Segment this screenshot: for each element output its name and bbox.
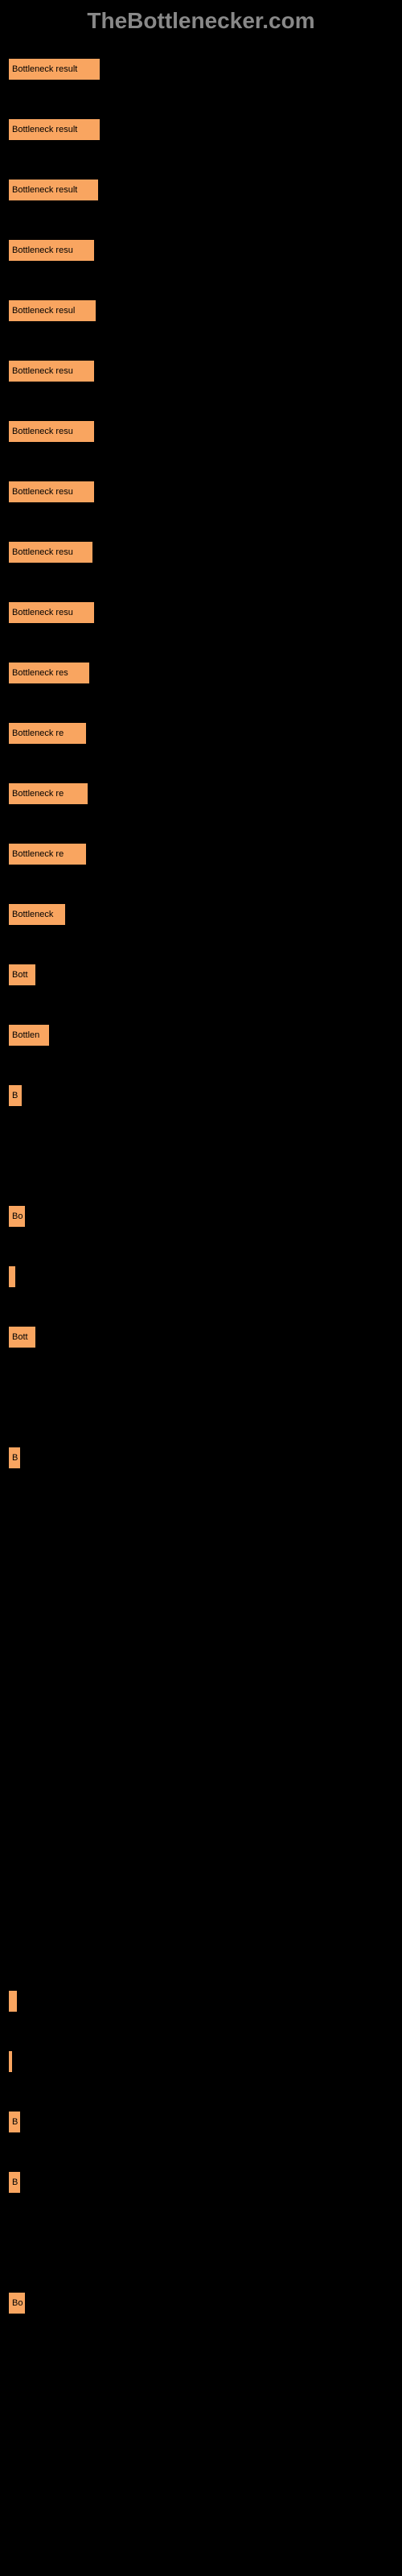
bar-row xyxy=(8,2231,394,2256)
bar-row: Bottleneck re xyxy=(8,722,394,746)
bar-row: Bottleneck re xyxy=(8,782,394,807)
bar-row: Bottlen xyxy=(8,1024,394,1048)
bar-label: Bo xyxy=(12,1212,23,1221)
bar-row: Bottleneck xyxy=(8,903,394,927)
bar-label: Bottleneck resu xyxy=(12,608,73,617)
chart-bar: Bottleneck resu xyxy=(8,601,95,624)
bar-row xyxy=(8,1990,394,2014)
bar-label: B xyxy=(12,2117,18,2127)
chart-bar xyxy=(8,1265,16,1288)
bar-label: Bottleneck resu xyxy=(12,246,73,255)
chart-bar: Bottleneck resu xyxy=(8,420,95,443)
chart-bar: Bottleneck resu xyxy=(8,239,95,262)
bar-label: Bott xyxy=(12,1332,28,1342)
bar-row xyxy=(8,1809,394,1833)
bar-row: Bottleneck resu xyxy=(8,420,394,444)
chart-bar: B xyxy=(8,2171,21,2194)
bar-row: Bottleneck result xyxy=(8,58,394,82)
bar-label: Bottleneck resu xyxy=(12,366,73,376)
bar-row: Bottleneck resu xyxy=(8,360,394,384)
site-header: TheBottlenecker.com xyxy=(0,0,402,42)
bar-row: Bottleneck re xyxy=(8,843,394,867)
chart-bar: Bott xyxy=(8,1326,36,1348)
bar-row: Bott xyxy=(8,964,394,988)
bar-row xyxy=(8,1748,394,1773)
bar-row xyxy=(8,1688,394,1712)
chart-bar xyxy=(8,2050,13,2073)
bar-label: Bottleneck re xyxy=(12,789,64,799)
bar-row xyxy=(8,1386,394,1410)
bar-chart: Bottleneck result Bottleneck result Bottle… xyxy=(0,42,402,2368)
bar-label: Bottleneck result xyxy=(12,64,77,74)
bar-label: B xyxy=(12,1453,18,1463)
bar-row: B xyxy=(8,1447,394,1471)
bar-label: Bott xyxy=(12,970,28,980)
chart-bar: Bottleneck result xyxy=(8,179,99,201)
bar-row xyxy=(8,1265,394,1290)
bar-row: Bottleneck res xyxy=(8,662,394,686)
chart-bar: Bottleneck re xyxy=(8,843,87,865)
bar-label: Bottleneck re xyxy=(12,849,64,859)
bar-row xyxy=(8,1869,394,1893)
bar-label: Bo xyxy=(12,2298,23,2308)
chart-bar: B xyxy=(8,1447,21,1469)
bar-label: Bottleneck resu xyxy=(12,547,73,557)
bar-row xyxy=(8,1507,394,1531)
bar-row: B xyxy=(8,1084,394,1108)
bar-row: Bottleneck result xyxy=(8,118,394,142)
bar-row xyxy=(8,1567,394,1591)
chart-bar: Bottleneck res xyxy=(8,662,90,684)
chart-bar: Bottleneck resu xyxy=(8,481,95,503)
bar-label: Bottleneck re xyxy=(12,729,64,738)
bar-row: Bottleneck resu xyxy=(8,239,394,263)
bar-row xyxy=(8,1145,394,1169)
chart-bar: Bottleneck re xyxy=(8,722,87,745)
bar-row: B xyxy=(8,2171,394,2195)
chart-bar: Bottleneck xyxy=(8,903,66,926)
bar-row: Bottleneck resul xyxy=(8,299,394,324)
bar-row: Bott xyxy=(8,1326,394,1350)
chart-bar: Bott xyxy=(8,964,36,986)
chart-bar: Bottleneck re xyxy=(8,782,88,805)
bar-label: B xyxy=(12,1091,18,1100)
bar-row xyxy=(8,1930,394,1954)
chart-bar: B xyxy=(8,1084,23,1107)
chart-bar: Bottleneck result xyxy=(8,58,100,80)
bar-row: Bottleneck resu xyxy=(8,541,394,565)
bar-row: Bo xyxy=(8,1205,394,1229)
bar-row: Bottleneck resu xyxy=(8,601,394,625)
bar-label: Bottleneck result xyxy=(12,125,77,134)
bar-label: Bottleneck resu xyxy=(12,427,73,436)
bar-row xyxy=(8,1628,394,1652)
chart-bar: Bo xyxy=(8,2292,26,2314)
bar-label: Bottleneck resu xyxy=(12,487,73,497)
chart-bar: Bottleneck resu xyxy=(8,360,95,382)
chart-bar: Bottleneck result xyxy=(8,118,100,141)
chart-bar: Bottlen xyxy=(8,1024,50,1046)
chart-bar: Bottleneck resul xyxy=(8,299,96,322)
bar-row: B xyxy=(8,2111,394,2135)
chart-bar: B xyxy=(8,2111,21,2133)
chart-bar xyxy=(8,1990,18,2013)
bar-row: Bottleneck resu xyxy=(8,481,394,505)
chart-bar: Bo xyxy=(8,1205,26,1228)
chart-bar: Bottleneck resu xyxy=(8,541,93,564)
bar-label: Bottleneck res xyxy=(12,668,68,678)
bar-row: Bottleneck result xyxy=(8,179,394,203)
bar-label: Bottlen xyxy=(12,1030,39,1040)
bar-label: Bottleneck resul xyxy=(12,306,75,316)
bar-row xyxy=(8,2050,394,2074)
bar-row: Bo xyxy=(8,2292,394,2316)
bar-label: Bottleneck result xyxy=(12,185,77,195)
bar-label: B xyxy=(12,2178,18,2187)
bar-label: Bottleneck xyxy=(12,910,53,919)
